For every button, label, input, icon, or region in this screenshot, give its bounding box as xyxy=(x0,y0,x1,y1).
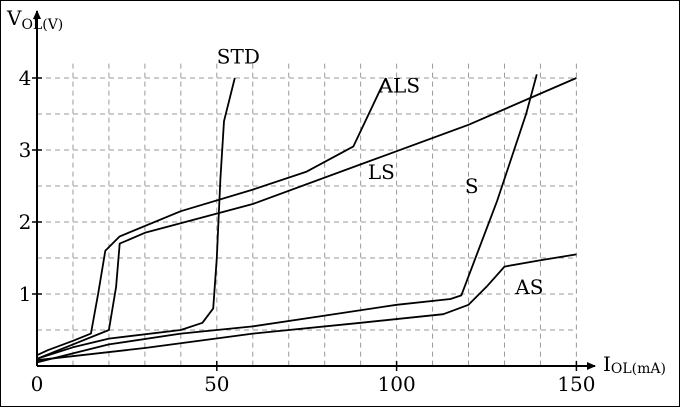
series-labels: STD ALS LS S AS xyxy=(217,45,544,299)
x-tick-label: 0 xyxy=(31,372,44,396)
series-label-s: S xyxy=(465,174,479,198)
series-label-als: ALS xyxy=(378,73,420,97)
series-line-ls xyxy=(36,77,577,360)
x-axis-label-sub: OL(mA) xyxy=(611,361,666,377)
y-tick-label: 3 xyxy=(19,138,32,162)
y-axis-label: VOL(V) xyxy=(6,6,63,33)
series-line-std xyxy=(36,77,236,360)
series-line-as xyxy=(36,253,577,362)
y-tick-label: 4 xyxy=(19,66,32,90)
y-tick-label: 1 xyxy=(19,282,32,306)
series-label-ls: LS xyxy=(368,160,395,184)
series-lines xyxy=(36,74,577,364)
y-tick-label: 2 xyxy=(19,210,32,234)
x-tick-label: 150 xyxy=(557,372,595,396)
series-line-s xyxy=(36,74,538,364)
y-axis-label-main: V xyxy=(6,6,22,30)
x-tick-label: 100 xyxy=(378,372,416,396)
axes xyxy=(33,10,596,370)
grid-lines xyxy=(37,63,577,366)
x-tick-label: 50 xyxy=(204,372,229,396)
series-line-als xyxy=(36,77,387,357)
x-axis-label: IOL(mA) xyxy=(603,352,666,377)
series-label-std: STD xyxy=(217,45,260,69)
tick-labels: 0 50 100 150 1 2 3 4 xyxy=(19,66,596,396)
y-axis-label-sub: OL(V) xyxy=(21,17,63,33)
x-axis-label-main: I xyxy=(603,352,611,376)
series-label-as: AS xyxy=(514,275,543,299)
